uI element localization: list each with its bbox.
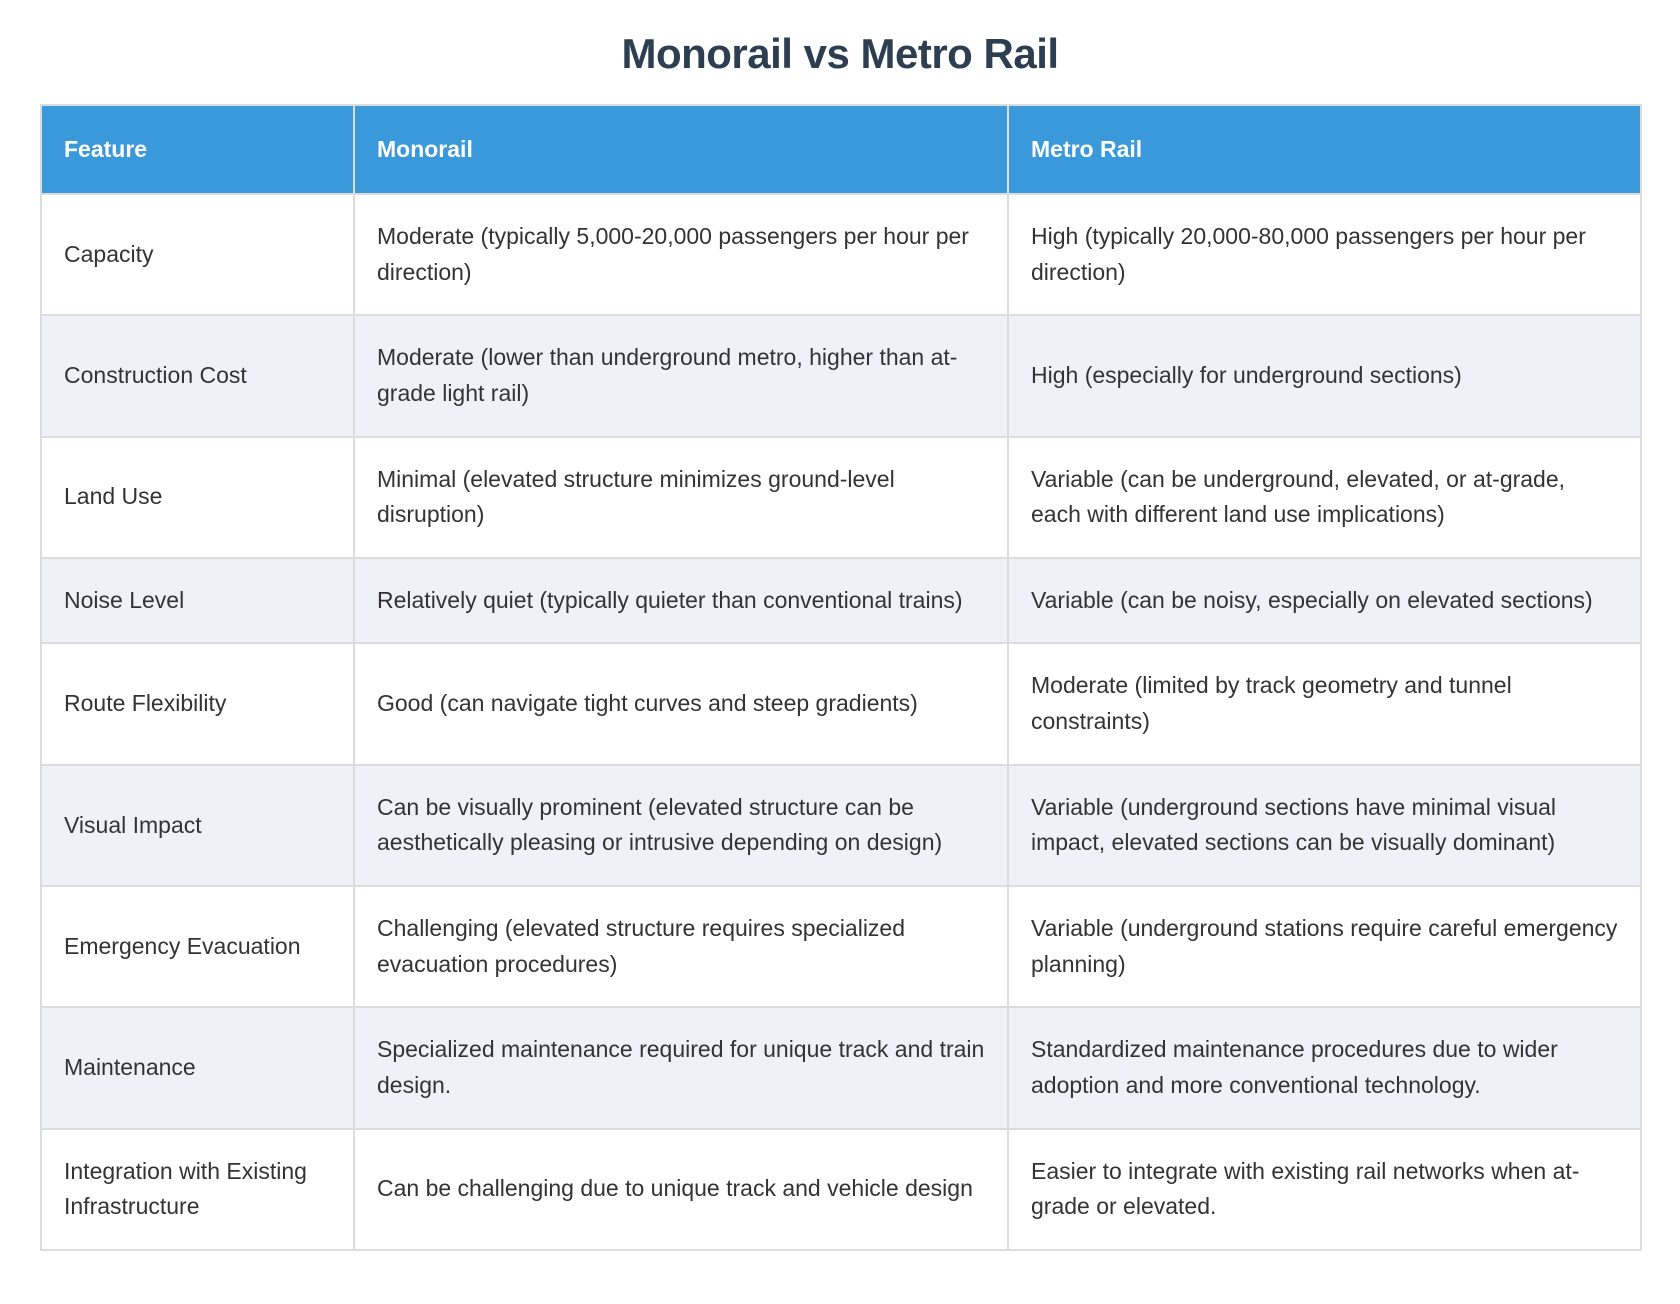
monorail-cell: Good (can navigate tight curves and stee… (353, 642, 1009, 766)
monorail-cell: Minimal (elevated structure minimizes gr… (353, 435, 1009, 559)
monorail-cell: Can be challenging due to unique track a… (353, 1127, 1009, 1251)
feature-cell: Land Use (40, 435, 355, 559)
table-header-row: Feature Monorail Metro Rail (40, 104, 1642, 195)
feature-cell: Integration with Existing Infrastructure (40, 1127, 355, 1251)
monorail-cell: Specialized maintenance required for uni… (353, 1006, 1009, 1130)
monorail-cell: Moderate (lower than underground metro, … (353, 314, 1009, 438)
table-row: Emergency Evacuation Challenging (elevat… (40, 885, 1642, 1009)
monorail-cell: Can be visually prominent (elevated stru… (353, 763, 1009, 888)
feature-cell: Emergency Evacuation (40, 885, 355, 1009)
table-row: Construction Cost Moderate (lower than u… (40, 314, 1642, 438)
metro-rail-cell: Variable (can be noisy, especially on el… (1007, 556, 1642, 645)
metro-rail-cell: High (especially for underground section… (1007, 314, 1642, 438)
table-row: Capacity Moderate (typically 5,000-20,00… (40, 192, 1642, 317)
metro-rail-cell: Moderate (limited by track geometry and … (1007, 642, 1642, 766)
feature-cell: Noise Level (40, 556, 355, 645)
metro-rail-cell: High (typically 20,000-80,000 passengers… (1007, 192, 1642, 317)
metro-rail-cell: Easier to integrate with existing rail n… (1007, 1127, 1642, 1251)
metro-rail-cell: Variable (underground sections have mini… (1007, 763, 1642, 888)
monorail-cell: Challenging (elevated structure requires… (353, 885, 1009, 1009)
column-header-metro-rail: Metro Rail (1007, 104, 1642, 195)
monorail-cell: Moderate (typically 5,000-20,000 passeng… (353, 192, 1009, 317)
monorail-cell: Relatively quiet (typically quieter than… (353, 556, 1009, 645)
table-row: Visual Impact Can be visually prominent … (40, 763, 1642, 888)
metro-rail-cell: Variable (can be underground, elevated, … (1007, 435, 1642, 559)
metro-rail-cell: Standardized maintenance procedures due … (1007, 1006, 1642, 1130)
metro-rail-cell: Variable (underground stations require c… (1007, 885, 1642, 1009)
table-row: Land Use Minimal (elevated structure min… (40, 435, 1642, 559)
feature-cell: Visual Impact (40, 763, 355, 888)
feature-cell: Construction Cost (40, 314, 355, 438)
column-header-feature: Feature (40, 104, 355, 195)
comparison-table: Feature Monorail Metro Rail Capacity Mod… (40, 104, 1642, 1251)
feature-cell: Route Flexibility (40, 642, 355, 766)
table-row: Noise Level Relatively quiet (typically … (40, 556, 1642, 645)
column-header-monorail: Monorail (353, 104, 1009, 195)
table-row: Maintenance Specialized maintenance requ… (40, 1006, 1642, 1130)
table-row: Integration with Existing Infrastructure… (40, 1127, 1642, 1251)
table-row: Route Flexibility Good (can navigate tig… (40, 642, 1642, 766)
feature-cell: Capacity (40, 192, 355, 317)
feature-cell: Maintenance (40, 1006, 355, 1130)
page-title: Monorail vs Metro Rail (621, 30, 1059, 77)
